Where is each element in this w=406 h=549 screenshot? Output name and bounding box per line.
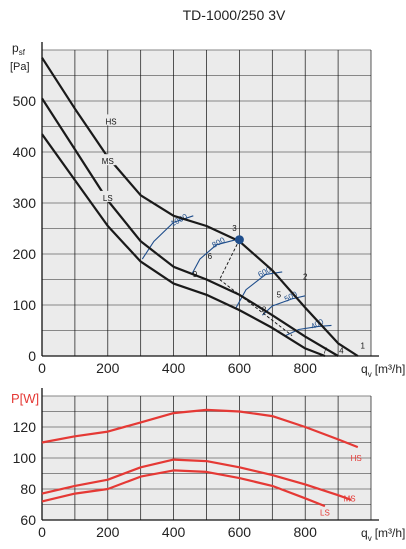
operating-guide-line xyxy=(219,239,240,280)
y-tick-label: 60 xyxy=(20,512,36,528)
x-axis-label: qv [m³/h] xyxy=(361,362,405,379)
y-axis-label: P[W] xyxy=(11,391,39,406)
y-tick-label: 500 xyxy=(13,93,37,109)
point-label: 7 xyxy=(323,346,328,355)
y-tick-label: 100 xyxy=(13,297,37,313)
series-line-ms xyxy=(41,458,352,501)
point-label: 6 xyxy=(208,252,213,261)
series-line-hs xyxy=(41,57,359,357)
x-tick-label: 200 xyxy=(96,360,120,376)
curve-label-bg xyxy=(99,154,116,166)
point-label: 8 xyxy=(262,306,267,315)
x-tick-label: 400 xyxy=(162,524,186,540)
curve-label: LS xyxy=(103,194,113,203)
curve-label: HS xyxy=(351,454,362,463)
y-axis-label: psf xyxy=(12,41,26,57)
x-tick-label: 0 xyxy=(38,360,46,376)
y-tick-label: 0 xyxy=(28,348,36,364)
y-axis-unit: [Pa] xyxy=(10,61,30,73)
point-label: 9 xyxy=(193,270,198,279)
chart-title: TD-1000/250 3V xyxy=(183,7,286,23)
installation-curve xyxy=(285,324,332,337)
curve-label: HS xyxy=(106,117,117,126)
x-tick-label: 0 xyxy=(38,524,46,540)
pressure-chart: 0 100 200 300 400 500 0 200 400 600 800 qv [m³/h] psf… xyxy=(10,41,405,379)
installation-curve xyxy=(191,239,237,275)
x-tick-label: 600 xyxy=(228,524,252,540)
x-tick-label: 200 xyxy=(96,524,120,540)
x-tick-label: 800 xyxy=(294,360,318,376)
y-tick-label: 400 xyxy=(13,144,37,160)
point-label: 1 xyxy=(361,341,366,350)
point-label: 3 xyxy=(232,224,237,233)
y-tick-label: 300 xyxy=(13,195,37,211)
series-line-hs xyxy=(41,408,359,449)
y-tick-label: 80 xyxy=(20,481,36,497)
x-tick-label: 800 xyxy=(294,524,318,540)
y-tick-label: 100 xyxy=(13,450,37,466)
power-chart: 60 80 100 120 0 200 400 600 800 qv [m³/h] HS MS LS P[W… xyxy=(11,388,405,543)
curve-label-bg xyxy=(99,190,116,202)
operating-point xyxy=(234,235,244,245)
x-tick-label: 600 xyxy=(228,360,252,376)
point-label: 4 xyxy=(339,346,344,355)
point-label: 5 xyxy=(277,290,282,299)
curve-label: LS xyxy=(320,508,330,517)
x-axis-label: qv [m³/h] xyxy=(361,526,405,543)
installation-curve xyxy=(262,295,306,316)
series-line-ls xyxy=(41,469,326,508)
y-tick-label: 120 xyxy=(13,419,37,435)
curve-label: MS xyxy=(344,494,356,503)
point-label: 2 xyxy=(303,273,308,282)
x-tick-label: 400 xyxy=(162,360,186,376)
operating-guide-line xyxy=(219,279,293,336)
y-tick-label: 200 xyxy=(13,246,37,262)
curve-label: MS xyxy=(102,157,114,166)
curve-label-bg xyxy=(103,114,120,126)
series-line-ls xyxy=(41,133,326,358)
series-line-ms xyxy=(41,97,339,357)
